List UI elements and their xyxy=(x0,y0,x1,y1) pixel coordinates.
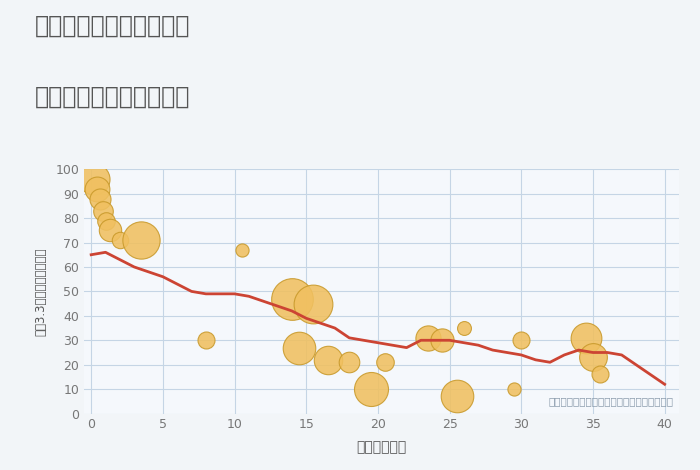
Point xyxy=(452,393,463,400)
Point xyxy=(94,195,106,202)
X-axis label: 築年数（年）: 築年数（年） xyxy=(356,440,407,454)
Point xyxy=(236,246,247,254)
Point xyxy=(365,385,377,393)
Point xyxy=(423,334,434,342)
Point xyxy=(587,353,598,361)
Point xyxy=(458,324,470,332)
Point xyxy=(97,207,108,214)
Point xyxy=(200,337,211,344)
Point xyxy=(104,227,116,234)
Point xyxy=(100,217,111,224)
Point xyxy=(136,236,147,244)
Point xyxy=(508,385,519,393)
Point xyxy=(91,185,102,193)
Point xyxy=(308,300,319,307)
Y-axis label: 坪（3.3㎡）単価（万円）: 坪（3.3㎡）単価（万円） xyxy=(34,247,47,336)
Point xyxy=(437,337,448,344)
Point xyxy=(88,175,99,183)
Point xyxy=(379,359,391,366)
Point xyxy=(322,356,333,364)
Point xyxy=(344,359,355,366)
Point xyxy=(516,337,527,344)
Point xyxy=(293,344,304,352)
Point xyxy=(286,295,297,303)
Point xyxy=(114,236,125,244)
Text: 築年数別中古戸建て価格: 築年数別中古戸建て価格 xyxy=(35,85,190,109)
Point xyxy=(594,371,606,378)
Text: 奈良県生駒市小平尾町の: 奈良県生駒市小平尾町の xyxy=(35,14,190,38)
Point xyxy=(580,334,592,342)
Text: 円の大きさは、取引のあった物件面積を示す: 円の大きさは、取引のあった物件面積を示す xyxy=(548,396,673,406)
